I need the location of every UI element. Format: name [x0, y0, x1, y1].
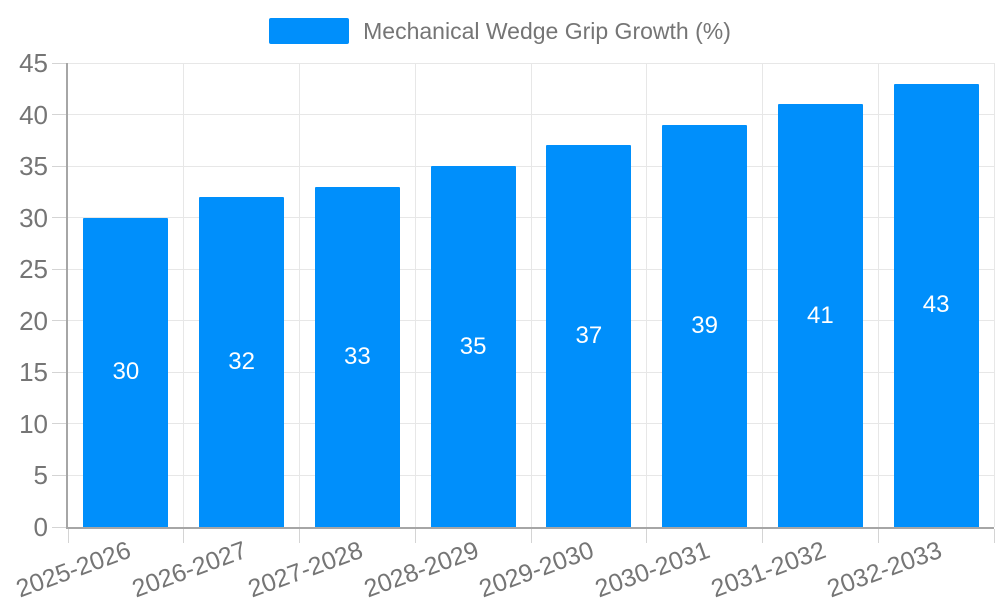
- x-axis-label: 2028-2029: [360, 536, 483, 600]
- y-tick: [52, 526, 68, 528]
- bar-2026-2027[interactable]: [199, 197, 285, 527]
- bar-2032-2033[interactable]: [893, 83, 979, 527]
- y-axis-label: 20: [19, 305, 48, 336]
- x-tick: [183, 529, 185, 543]
- x-axis-label: 2032-2033: [823, 536, 946, 600]
- x-tick: [299, 529, 300, 543]
- x-tick: [414, 529, 416, 543]
- bar-2030-2031[interactable]: [662, 124, 748, 527]
- y-tick: [52, 371, 68, 373]
- chart-legend: Mechanical Wedge Grip Growth (%): [0, 18, 1000, 44]
- y-tick: [52, 268, 68, 270]
- x-tick: [762, 529, 763, 543]
- x-tick: [877, 529, 879, 543]
- y-tick: [52, 423, 68, 425]
- v-gridline: [762, 63, 763, 527]
- x-axis-label: 2029-2030: [475, 536, 598, 600]
- v-gridline: [646, 63, 648, 527]
- legend-label: Mechanical Wedge Grip Growth (%): [363, 18, 731, 44]
- y-axis-label: 30: [19, 202, 48, 233]
- x-axis-label: 2030-2031: [591, 536, 714, 600]
- v-gridline: [183, 63, 185, 527]
- bar-2025-2026[interactable]: [83, 217, 169, 527]
- y-axis-label: 45: [19, 48, 48, 78]
- v-gridline: [414, 63, 416, 527]
- x-axis-label: 2026-2027: [128, 536, 251, 600]
- legend-swatch: [269, 18, 350, 44]
- y-tick: [52, 217, 68, 219]
- bar-2027-2028[interactable]: [314, 186, 400, 527]
- y-tick: [52, 165, 68, 167]
- bar-2031-2032[interactable]: [777, 104, 863, 527]
- bar-2028-2029[interactable]: [430, 166, 516, 527]
- v-gridline: [993, 63, 995, 527]
- y-tick: [52, 62, 68, 64]
- y-axis-label: 0: [33, 512, 48, 542]
- y-tick: [52, 320, 68, 322]
- y-axis-label: 25: [19, 254, 48, 285]
- y-axis-label: 10: [19, 408, 48, 439]
- x-axis-label: 2031-2032: [707, 536, 830, 600]
- x-tick: [646, 529, 648, 543]
- x-axis-label: 2025-2026: [12, 536, 135, 600]
- y-axis-label: 15: [19, 357, 48, 388]
- x-axis-line: [66, 527, 994, 529]
- legend-item[interactable]: Mechanical Wedge Grip Growth (%): [269, 18, 731, 44]
- x-axis-label: 2027-2028: [244, 536, 367, 600]
- x-tick: [993, 529, 995, 543]
- y-axis-label: 40: [19, 99, 48, 130]
- y-tick: [52, 114, 68, 116]
- v-gridline: [530, 63, 532, 527]
- y-tick: [52, 474, 68, 476]
- bar-2029-2030[interactable]: [546, 145, 632, 527]
- y-axis-label: 5: [33, 460, 48, 491]
- y-axis-line: [66, 63, 68, 527]
- v-gridline: [299, 63, 300, 527]
- v-gridline: [877, 63, 879, 527]
- x-tick: [67, 529, 69, 543]
- y-axis-label: 35: [19, 151, 48, 182]
- x-tick: [530, 529, 532, 543]
